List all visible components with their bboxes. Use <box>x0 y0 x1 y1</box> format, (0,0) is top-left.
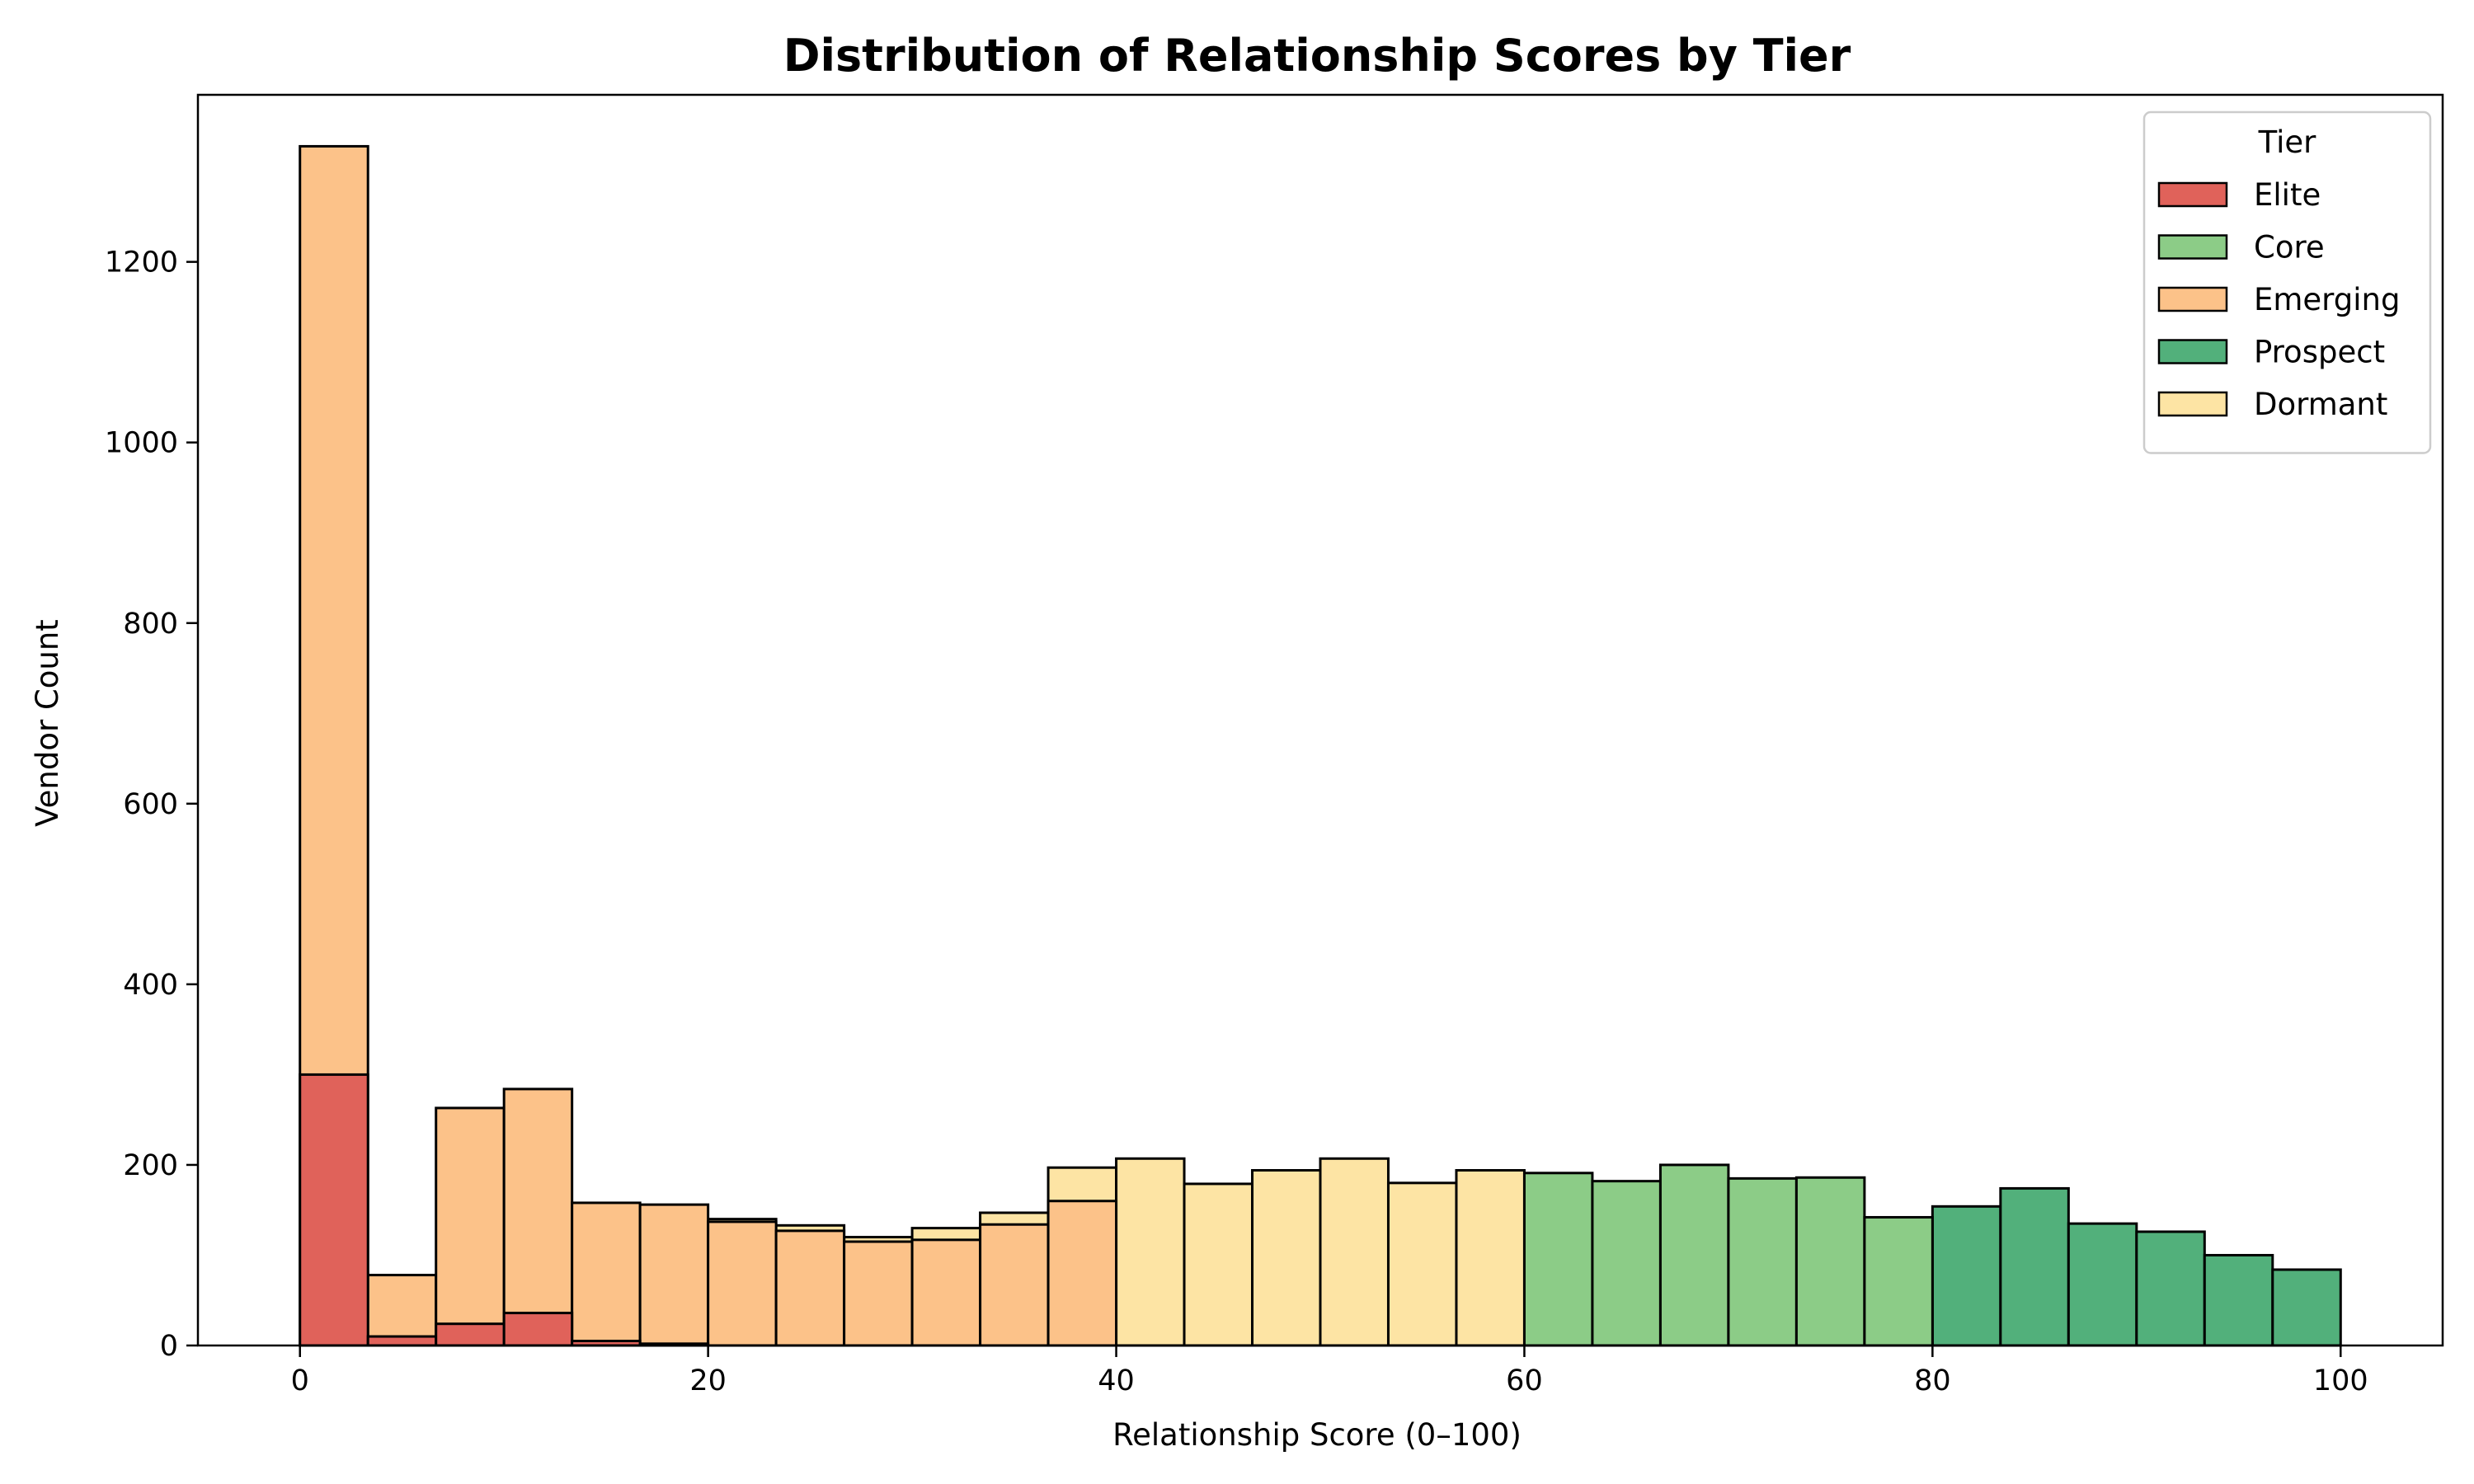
y-tick-label-0: 0 <box>160 1330 178 1363</box>
bar-core-20 <box>1658 1163 1730 1347</box>
bar-dormant-13 <box>1183 1182 1254 1347</box>
bar-core-22 <box>1794 1176 1866 1347</box>
legend-label-elite: Elite <box>2254 177 2321 213</box>
bar-dormant-14 <box>1251 1169 1322 1347</box>
bar-prospect-27 <box>2135 1230 2206 1347</box>
bar-prospect-29 <box>2271 1268 2342 1347</box>
x-axis-label: Relationship Score (0–100) <box>1112 1417 1522 1453</box>
bar-elite-0 <box>299 1073 369 1347</box>
legend-title: Tier <box>2258 124 2317 160</box>
bar-emerging-6 <box>707 1220 778 1347</box>
x-tick-label-60: 60 <box>1506 1364 1543 1397</box>
x-tick-label-80: 80 <box>1914 1364 1951 1397</box>
bar-prospect-25 <box>1999 1186 2070 1347</box>
legend-swatch-elite <box>2157 181 2228 208</box>
bar-elite-2 <box>435 1322 506 1347</box>
legend-label-dormant: Dormant <box>2254 387 2387 422</box>
bar-core-19 <box>1591 1180 1662 1347</box>
bar-dormant-12 <box>1115 1157 1186 1347</box>
bar-emerging-5 <box>638 1203 710 1347</box>
bar-emerging-9 <box>910 1238 982 1347</box>
bar-dormant-15 <box>1319 1157 1390 1347</box>
y-tick-label-1200: 1200 <box>105 247 178 279</box>
x-tick-label-100: 100 <box>2313 1364 2368 1397</box>
bar-emerging-8 <box>843 1240 914 1347</box>
bar-prospect-26 <box>2067 1222 2138 1347</box>
bar-emerging-3 <box>502 1087 574 1347</box>
y-tick-label-400: 400 <box>123 969 178 1002</box>
legend-swatch-dormant <box>2157 391 2228 417</box>
y-axis-label: Vendor Count <box>30 619 65 827</box>
bar-prospect-24 <box>1931 1205 2002 1347</box>
bar-elite-3 <box>502 1312 574 1347</box>
legend-swatch-emerging <box>2157 286 2228 312</box>
bar-elite-1 <box>366 1335 438 1347</box>
y-tick-label-800: 800 <box>123 608 178 641</box>
y-tick-label-200: 200 <box>123 1149 178 1182</box>
legend-label-emerging: Emerging <box>2254 282 2400 317</box>
bar-emerging-1 <box>366 1274 438 1347</box>
x-tick-label-0: 0 <box>291 1364 309 1397</box>
chart-title: Distribution of Relationship Scores by T… <box>783 30 1851 82</box>
x-tick-label-40: 40 <box>1098 1364 1135 1397</box>
legend-label-prospect: Prospect <box>2254 335 2385 370</box>
bar-dormant-17 <box>1455 1169 1526 1347</box>
legend-label-core: Core <box>2254 230 2325 265</box>
bar-dormant-16 <box>1386 1181 1458 1347</box>
bar-core-21 <box>1727 1176 1798 1347</box>
plot-frame <box>196 93 2444 1347</box>
bar-emerging-7 <box>774 1229 846 1347</box>
legend-swatch-core <box>2157 234 2228 260</box>
bar-emerging-10 <box>979 1223 1050 1347</box>
bar-prospect-28 <box>2203 1253 2274 1347</box>
bar-emerging-11 <box>1047 1200 1118 1347</box>
bar-core-18 <box>1522 1172 1594 1347</box>
bars-layer <box>299 144 2342 1347</box>
legend: Tier Elite Core Emerging Prospect Dormant <box>2142 110 2432 454</box>
bar-core-23 <box>1863 1215 1934 1347</box>
y-tick-label-600: 600 <box>123 788 178 821</box>
bar-emerging-4 <box>571 1201 642 1347</box>
y-tick-label-1000: 1000 <box>105 427 178 460</box>
x-tick-label-20: 20 <box>689 1364 727 1397</box>
bar-emerging-2 <box>435 1106 506 1347</box>
legend-swatch-prospect <box>2157 339 2228 364</box>
